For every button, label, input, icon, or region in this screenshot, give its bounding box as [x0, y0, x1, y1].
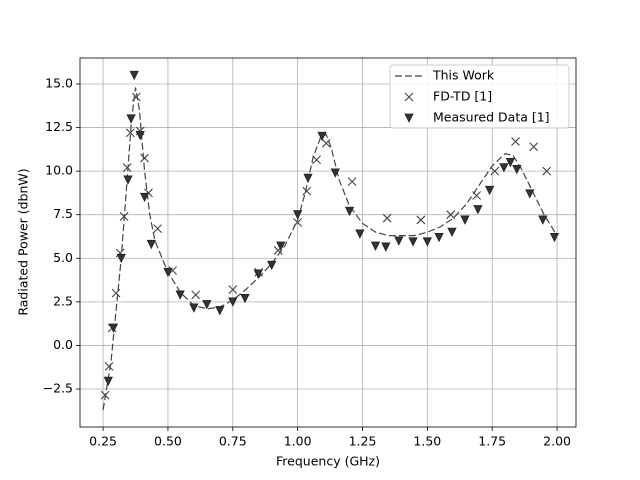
y-tick-label: 0.0 [53, 337, 73, 352]
marker-triangle [276, 241, 286, 251]
marker-x [119, 212, 129, 221]
legend: This Work FD-TD [1] Measured Data [1] [389, 64, 570, 129]
marker-x [228, 285, 238, 295]
marker-x [446, 210, 456, 220]
x-tick-label: 1.25 [349, 434, 377, 449]
marker-triangle [116, 253, 126, 264]
marker-triangle [202, 300, 212, 310]
y-tick-label: 2.5 [53, 293, 73, 308]
marker-triangle [139, 192, 150, 203]
marker-triangle [123, 175, 133, 185]
marker-x [302, 186, 312, 196]
marker-triangle [317, 131, 327, 142]
legend-label: Measured Data [1] [433, 110, 550, 125]
marker-x [472, 191, 482, 200]
marker-x [122, 163, 132, 173]
marker-triangle [538, 215, 548, 225]
marker-triangle [240, 293, 250, 304]
marker-triangle [404, 113, 414, 123]
marker-triangle [447, 227, 457, 238]
marker-triangle [228, 297, 238, 307]
plot-frame [79, 57, 577, 428]
marker-triangle [473, 205, 483, 215]
y-tick-label: −2.5 [43, 381, 73, 396]
marker-triangle [512, 164, 522, 175]
marker-triangle [394, 236, 404, 246]
x-tick-label: 0.25 [89, 434, 117, 449]
legend-label: FD-TD [1] [433, 89, 492, 104]
marker-triangle [103, 376, 113, 387]
marker-triangle [381, 242, 391, 252]
marker-triangle [135, 130, 145, 141]
x-tick-label: 1.50 [413, 434, 441, 449]
legend-box [389, 64, 570, 129]
x-tick-label: 0.75 [219, 434, 247, 449]
marker-triangle [175, 290, 185, 300]
marker-triangle [267, 260, 277, 271]
marker-triangle [303, 173, 313, 183]
marker-x [100, 390, 110, 400]
marker-x [382, 213, 392, 223]
marker-triangle [434, 232, 444, 243]
marker-triangle [129, 70, 139, 81]
marker-triangle [505, 158, 516, 168]
marker-x [347, 177, 357, 186]
marker-triangle [215, 306, 225, 316]
marker-triangle [330, 168, 340, 178]
marker-triangle [163, 267, 173, 278]
marker-triangle [422, 237, 433, 247]
y-tick-label: 5.0 [53, 250, 73, 265]
marker-x [404, 92, 414, 102]
marker-triangle [525, 189, 535, 199]
x-tick-label: 1.00 [284, 434, 312, 449]
marker-triangle [293, 210, 303, 220]
legend-label: This Work [432, 68, 495, 83]
marker-x [111, 288, 121, 298]
x-axis-label: Frequency (GHz) [276, 454, 380, 469]
marker-triangle [355, 229, 365, 239]
marker-x [168, 266, 177, 275]
marker-x [490, 166, 500, 176]
marker-triangle [499, 163, 509, 173]
x-tick-label: 0.50 [154, 434, 182, 449]
series-line [102, 87, 558, 411]
marker-x [416, 215, 426, 225]
marker-x [153, 224, 162, 234]
marker-x [125, 128, 135, 138]
marker-x [140, 153, 149, 163]
marker-x [293, 218, 303, 227]
marker-x [321, 138, 331, 148]
marker-x [104, 361, 114, 371]
marker-triangle [460, 215, 470, 225]
y-tick-label: 10.0 [45, 163, 73, 178]
marker-triangle [484, 185, 495, 196]
marker-x [191, 290, 201, 300]
y-tick-label: 7.5 [53, 206, 73, 221]
marker-x [529, 142, 539, 152]
marker-triangle [370, 241, 381, 251]
marker-triangle [344, 206, 355, 217]
marker-triangle [146, 239, 156, 250]
marker-x [542, 166, 552, 176]
marker-x [131, 92, 141, 102]
marker-x [511, 137, 520, 146]
marker-x [312, 155, 321, 165]
x-tick-label: 2.00 [543, 434, 571, 449]
x-tick-label: 1.75 [478, 434, 506, 449]
marker-triangle [408, 237, 418, 247]
marker-triangle [108, 323, 119, 333]
marker-triangle [549, 232, 560, 243]
y-tick-label: 15.0 [45, 75, 73, 90]
marker-triangle [126, 114, 136, 124]
y-tick-label: 12.5 [45, 119, 73, 134]
marker-triangle [189, 303, 199, 313]
marker-triangle [253, 269, 263, 279]
y-axis-label: Radiated Power (dbnW) [16, 168, 31, 315]
